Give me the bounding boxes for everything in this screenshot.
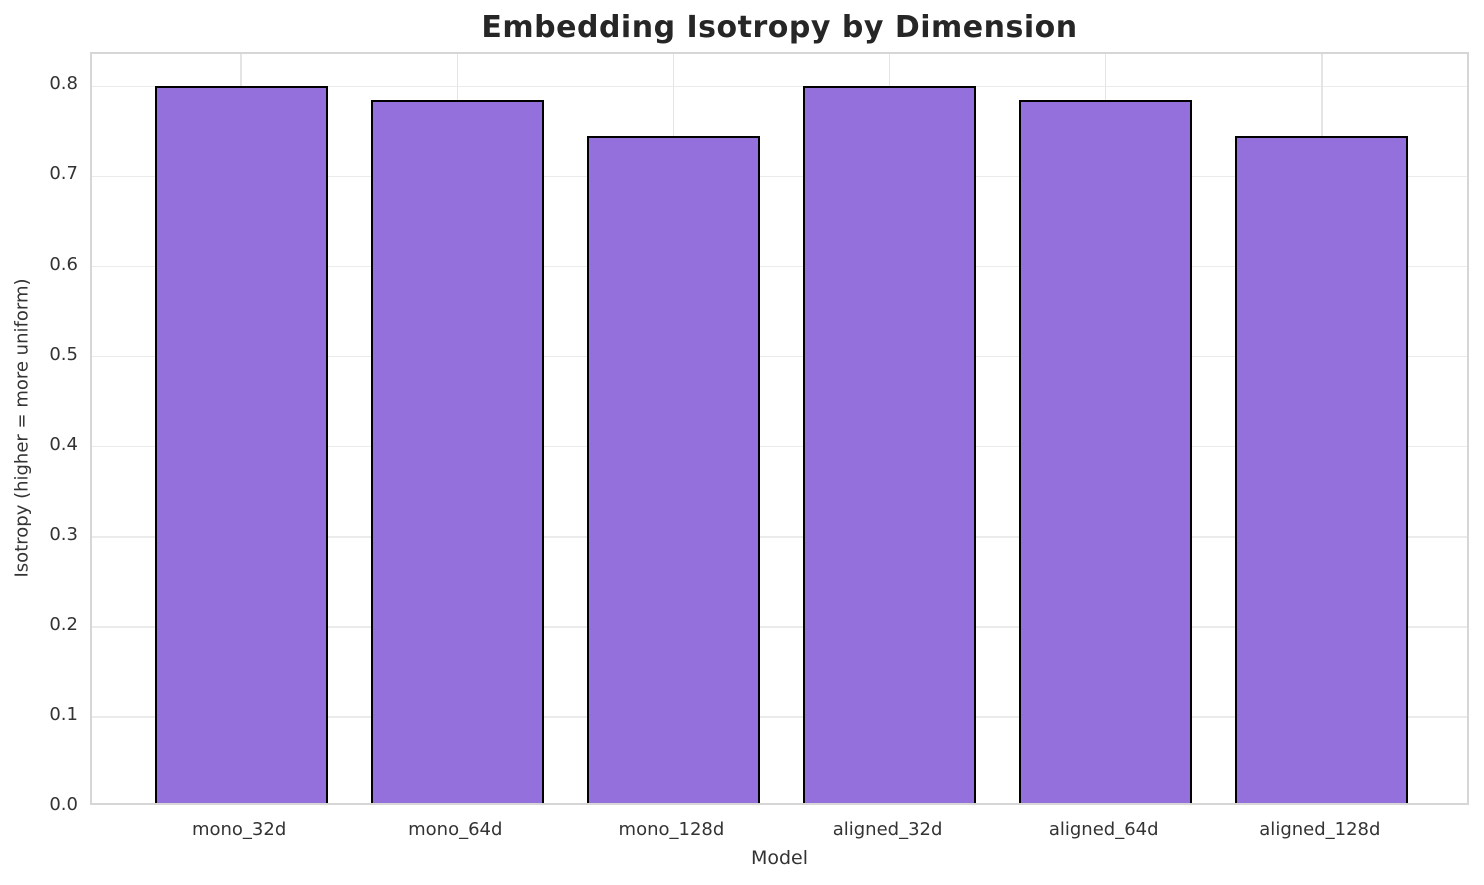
h-gridline [92, 626, 1467, 628]
bar-mono_32d [154, 86, 328, 803]
h-gridline [92, 536, 1467, 538]
x-tick-label-aligned_128d: aligned_128d [1259, 819, 1381, 840]
bar-aligned_32d [803, 86, 977, 803]
y-tick-label: 0.3 [49, 523, 78, 545]
y-tick-label: 0.6 [49, 253, 78, 275]
y-tick-label: 0.5 [49, 343, 78, 365]
h-gridline [92, 175, 1467, 178]
plot-area [90, 52, 1469, 805]
x-tick-label-mono_128d: mono_128d [618, 819, 725, 840]
y-tick-label: 0.8 [49, 73, 78, 95]
y-tick-label: 0.0 [49, 794, 78, 815]
bar-mono_64d [370, 99, 544, 803]
h-gridline [92, 85, 1467, 88]
bar-aligned_128d [1235, 135, 1409, 803]
y-tick-label: 0.2 [49, 613, 78, 635]
x-tick-label-mono_32d: mono_32d [191, 819, 287, 840]
h-gridline [92, 355, 1467, 358]
bar-aligned_64d [1019, 99, 1193, 803]
h-gridline [92, 445, 1467, 448]
x-axis-label: Model [750, 847, 809, 869]
h-gridline [92, 265, 1467, 268]
h-gridline [92, 716, 1467, 718]
bar-mono_128d [586, 135, 760, 803]
y-tick-label: 0.4 [49, 433, 78, 455]
y-tick-label: 0.7 [49, 163, 78, 185]
y-tick-label: 0.1 [49, 703, 78, 725]
chart-title: Embedding Isotropy by Dimension [481, 10, 1078, 45]
x-tick-label-aligned_32d: aligned_32d [832, 819, 943, 840]
x-tick-label-aligned_64d: aligned_64d [1048, 819, 1159, 840]
x-tick-label-mono_64d: mono_64d [408, 819, 503, 840]
